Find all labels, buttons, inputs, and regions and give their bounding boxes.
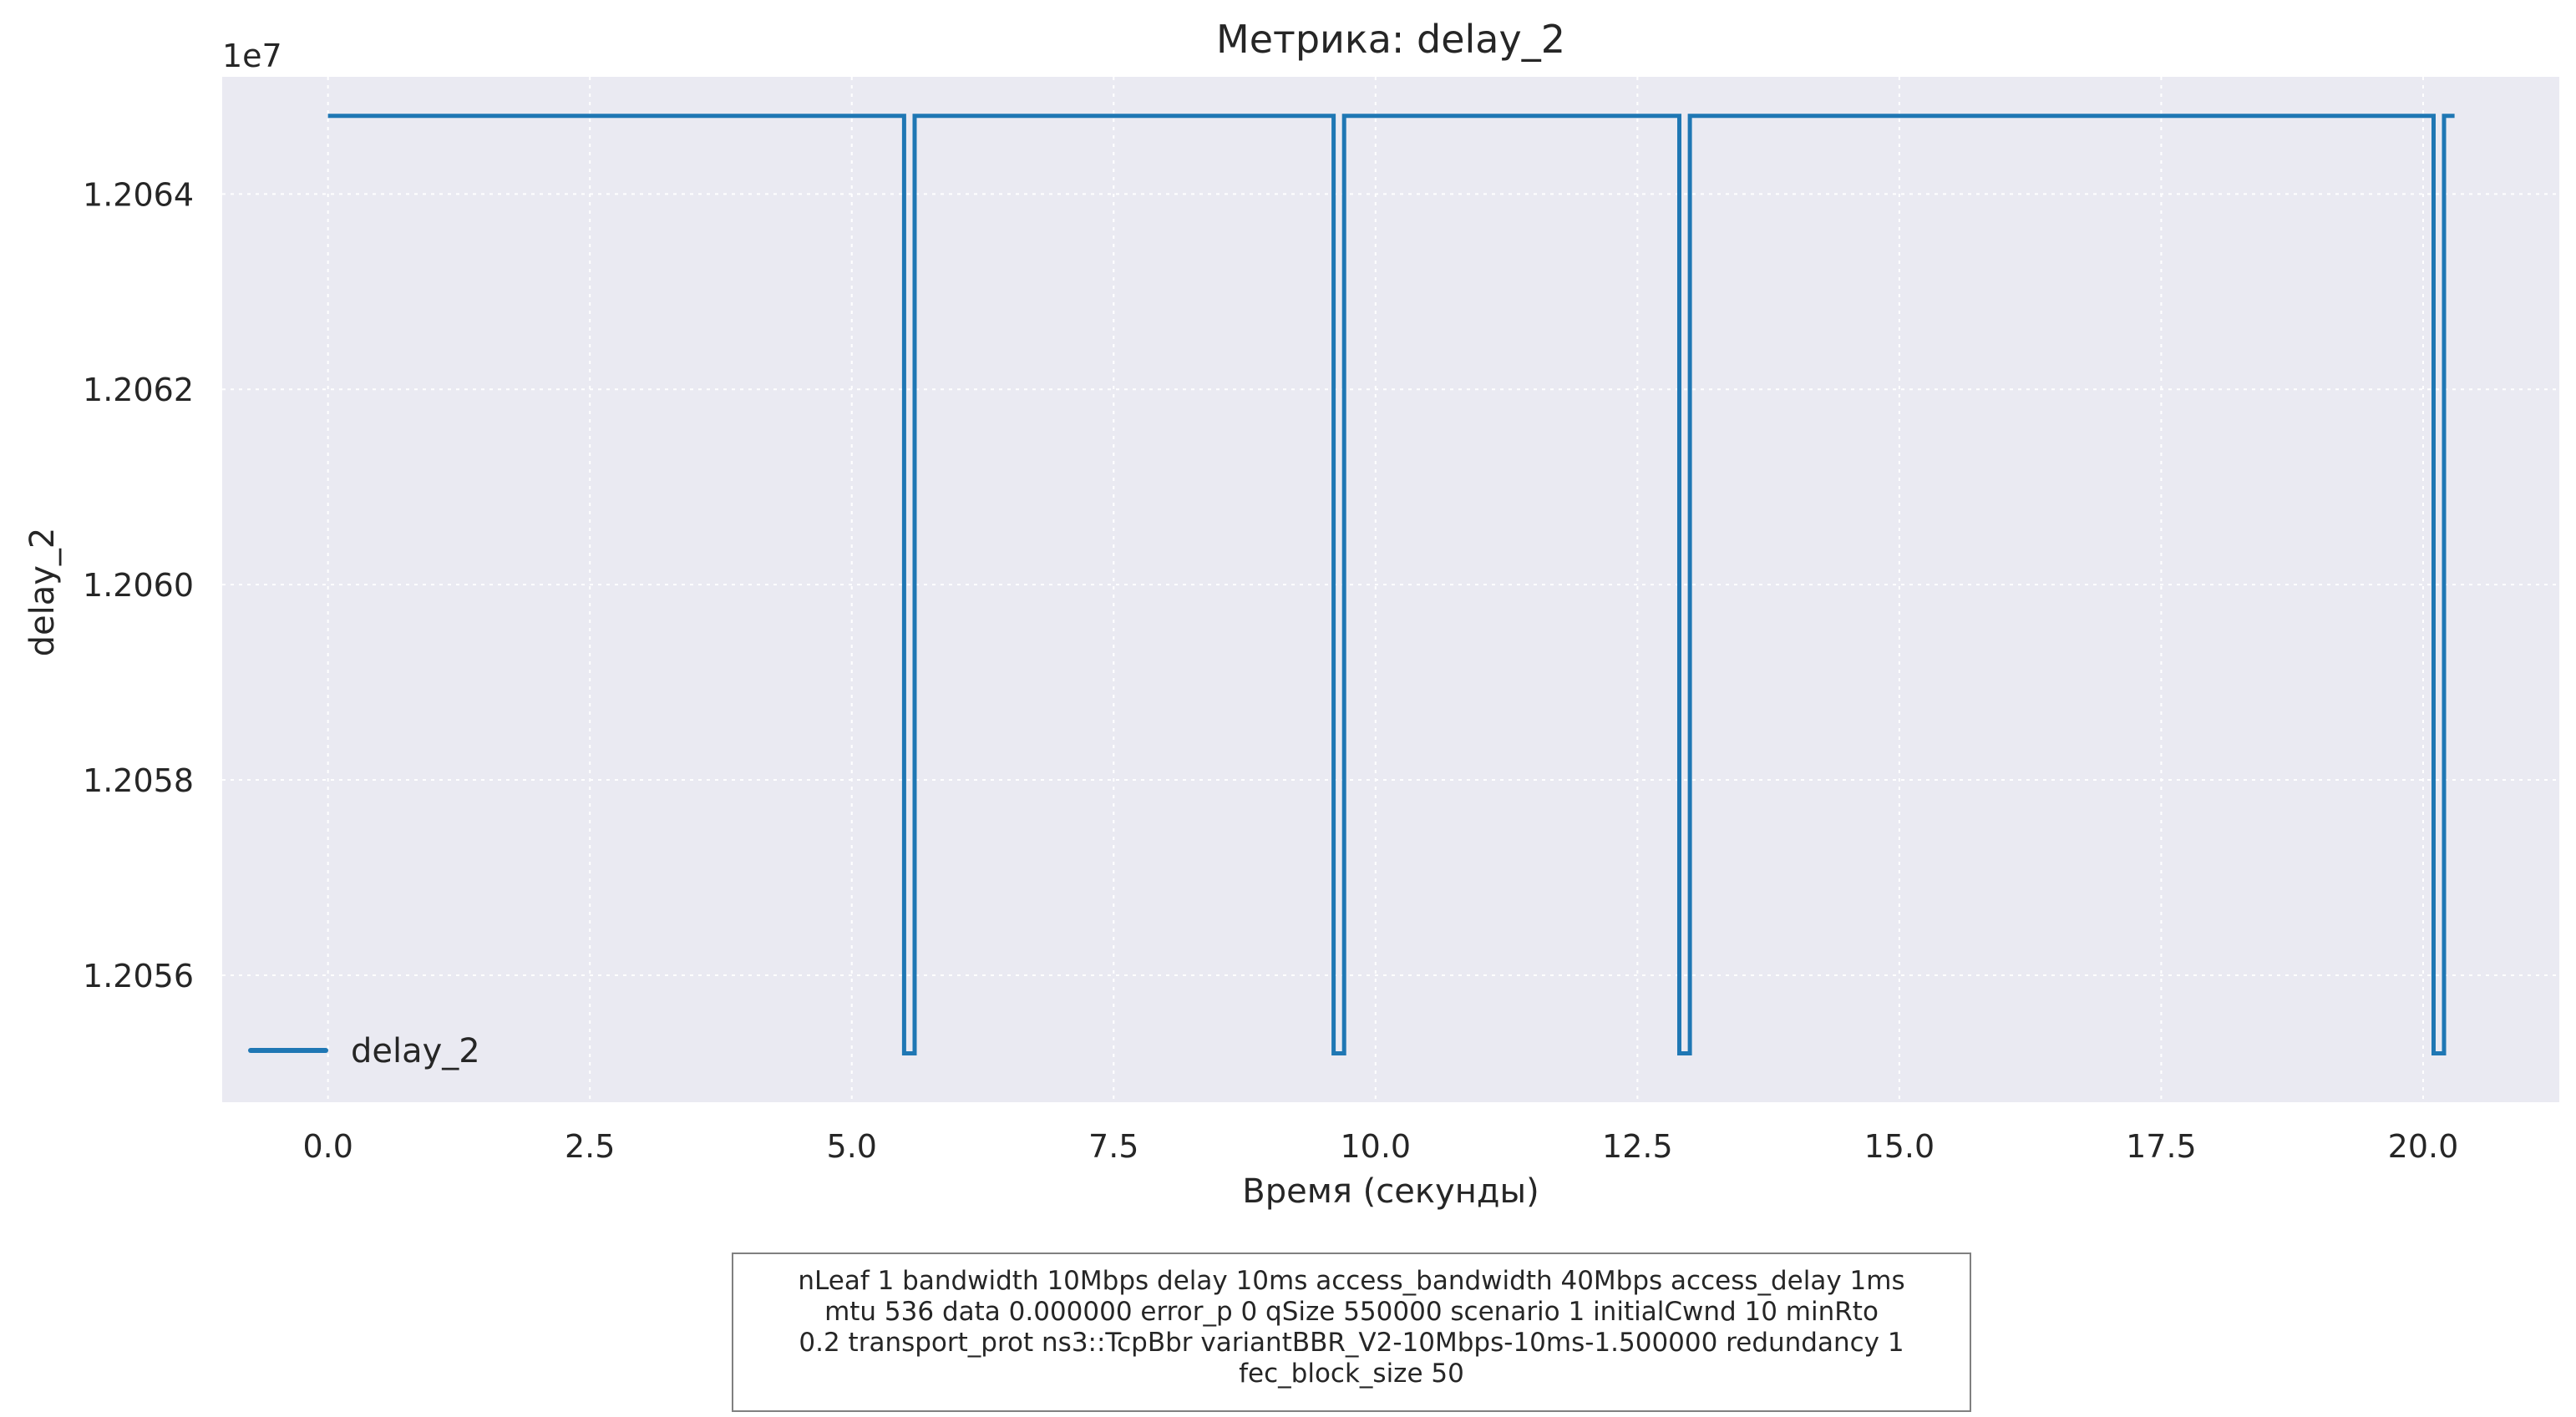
x-tick-label: 10.0 bbox=[1341, 1128, 1412, 1165]
x-axis-label: Время (секунды) bbox=[1242, 1172, 1539, 1211]
x-tick-label: 7.5 bbox=[1088, 1128, 1138, 1165]
x-tick-label: 17.5 bbox=[2126, 1128, 2197, 1165]
grid-lines bbox=[222, 77, 2559, 1102]
x-tick-label: 20.0 bbox=[2388, 1128, 2459, 1165]
plot-area bbox=[222, 77, 2559, 1102]
y-tick-label: 1.2062 bbox=[83, 372, 194, 408]
x-axis-ticks: 0.0 2.5 5.0 7.5 10.0 12.5 15.0 17.5 20.0 bbox=[302, 1128, 2458, 1165]
y-tick-label: 1.2060 bbox=[83, 567, 194, 604]
chart-title: Метрика: delay_2 bbox=[1216, 17, 1565, 62]
y-tick-label: 1.2058 bbox=[83, 762, 194, 799]
series-lines bbox=[327, 114, 2455, 1055]
y-tick-label: 1.2064 bbox=[83, 176, 194, 213]
x-tick-label: 12.5 bbox=[1602, 1128, 1673, 1165]
x-tick-label: 15.0 bbox=[1864, 1128, 1935, 1165]
series-line-delay-2 bbox=[327, 114, 2455, 1055]
x-tick-label: 0.0 bbox=[302, 1128, 352, 1165]
legend-label-delay-2: delay_2 bbox=[351, 1032, 480, 1070]
x-tick-label: 5.0 bbox=[827, 1128, 877, 1165]
legend: delay_2 bbox=[248, 1032, 480, 1070]
info-line: nLeaf 1 bandwidth 10Mbps delay 10ms acce… bbox=[798, 1266, 1905, 1296]
x-tick-label: 2.5 bbox=[565, 1128, 615, 1165]
info-line: mtu 536 data 0.000000 error_p 0 qSize 55… bbox=[824, 1297, 1879, 1327]
y-axis-ticks: 1.2056 1.2058 1.2060 1.2062 1.2064 bbox=[83, 176, 194, 994]
parameters-info-box: nLeaf 1 bandwidth 10Mbps delay 10ms acce… bbox=[732, 1253, 1971, 1412]
y-axis-label: delay_2 bbox=[23, 528, 62, 657]
y-tick-label: 1.2056 bbox=[83, 958, 194, 994]
y-offset-label: 1e7 bbox=[222, 38, 282, 74]
info-line: 0.2 transport_prot ns3::TcpBbr variantBB… bbox=[799, 1328, 1904, 1358]
info-line: fec_block_size 50 bbox=[1239, 1359, 1464, 1389]
